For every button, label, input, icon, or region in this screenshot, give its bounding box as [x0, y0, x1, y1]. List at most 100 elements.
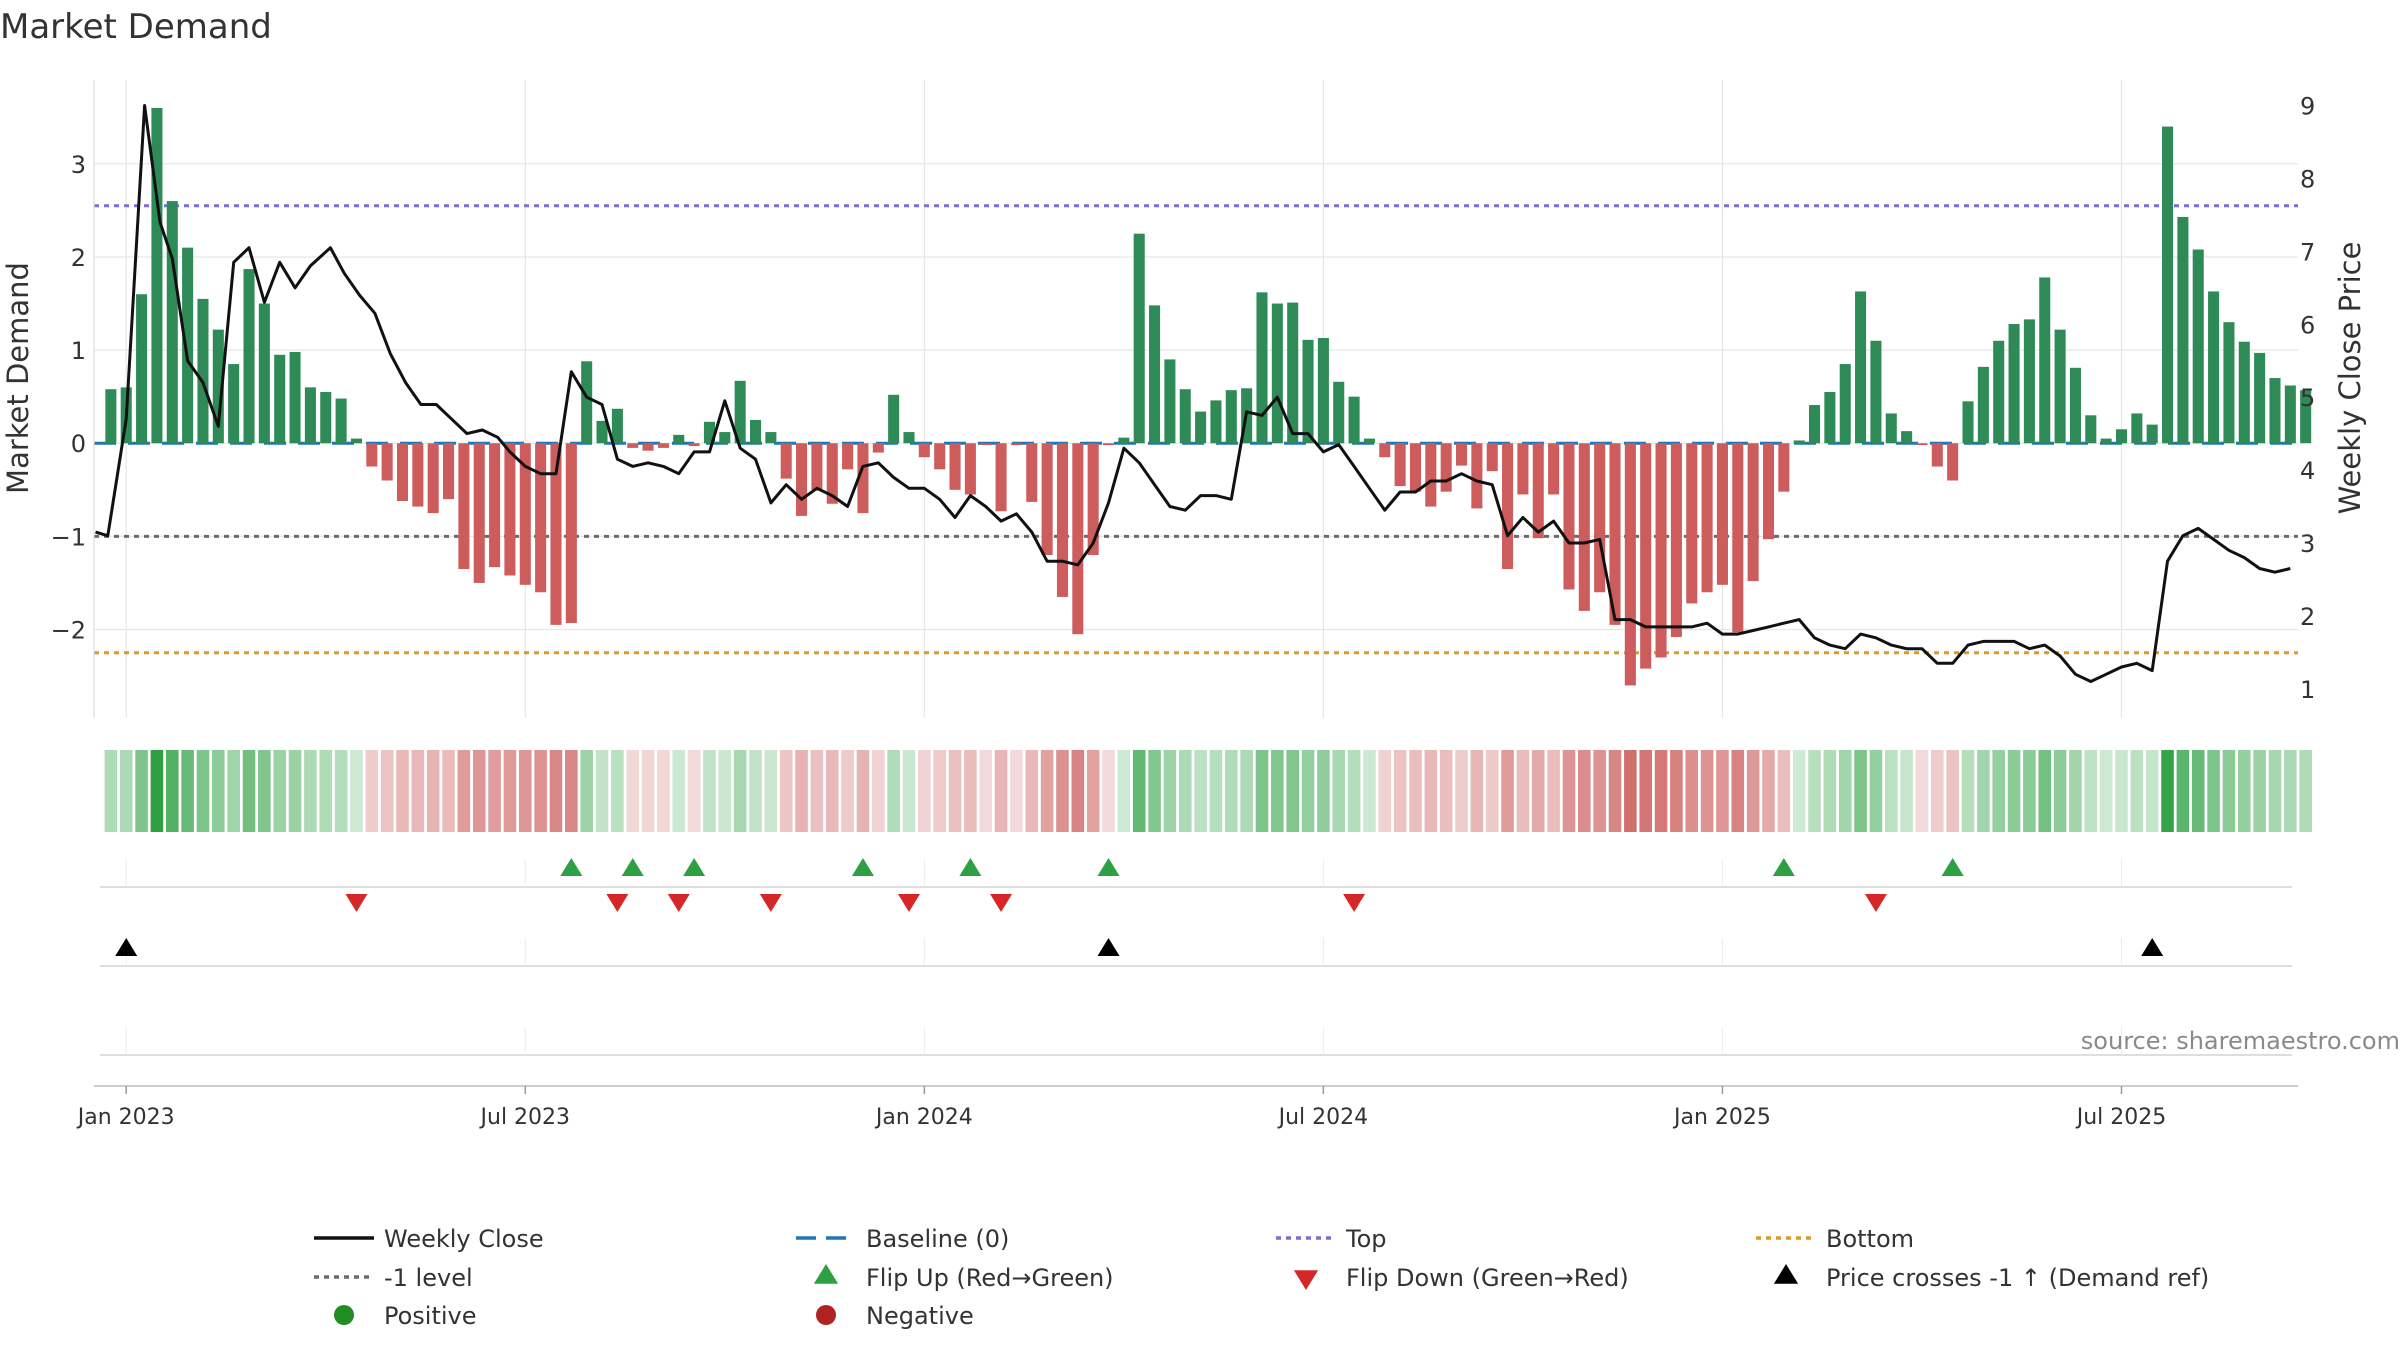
demand-strip-cell-52 [902, 750, 916, 832]
demand-strip-cell-25 [488, 750, 501, 832]
demand-bar-77 [1287, 302, 1299, 444]
flip-up-marker-5 [1097, 858, 1120, 876]
demand-bar-143 [2300, 390, 2312, 444]
demand-strip-cell-90 [1485, 750, 1499, 832]
demand-bar-88 [1455, 443, 1468, 466]
demand-bar-115 [1870, 340, 1882, 444]
event-markers [100, 858, 2292, 1056]
demand-bar-49 [857, 443, 869, 514]
demand-strip-cell-65 [1102, 750, 1115, 832]
demand-bar-120 [1947, 443, 1959, 481]
demand-strip-cell-118 [1915, 750, 1929, 832]
demand-bar-11 [274, 354, 286, 444]
demand-strip-cell-114 [1854, 750, 1867, 832]
flip-down-marker-7 [1864, 894, 1887, 912]
price-cross-marker-1 [1097, 938, 1120, 956]
demand-strip-cell-0 [104, 750, 118, 832]
demand-strip-cell-63 [1071, 750, 1085, 832]
demand-strip-cell-94 [1547, 750, 1560, 832]
demand-bar-47 [826, 443, 838, 504]
demand-bar-76 [1271, 303, 1283, 444]
demand-bar-101 [1655, 443, 1667, 658]
y-tick-label-right-3: 6 [2300, 311, 2315, 339]
demand-strip-cell-12 [288, 750, 302, 832]
demand-bar-98 [1609, 443, 1621, 625]
demand-strip-cell-35 [641, 750, 655, 832]
demand-bar-2 [136, 294, 148, 444]
demand-strip-cell-77 [1286, 750, 1299, 832]
demand-bar-27 [519, 443, 531, 585]
demand-strip-cell-95 [1562, 750, 1576, 832]
demand-bar-125 [2023, 319, 2035, 444]
weekly-close-line [95, 104, 2291, 683]
demand-strip-cell-93 [1531, 750, 1545, 832]
x-tick-label-5: Jul 2025 [2075, 1105, 2167, 1130]
demand-bar-123 [1993, 340, 2005, 444]
demand-strip-cell-7 [212, 750, 225, 832]
demand-bar-86 [1425, 443, 1437, 507]
demand-strip-cell-27 [518, 750, 532, 832]
demand-bar-131 [2115, 429, 2128, 444]
legend-label-0: Weekly Close [384, 1225, 544, 1253]
flip-up-marker-0 [560, 858, 583, 876]
demand-bar-68 [1149, 305, 1161, 444]
demand-bar-24 [473, 443, 485, 583]
demand-bar-4 [166, 201, 178, 444]
demand-strip-cell-143 [2299, 750, 2312, 832]
demand-bar-66 [1118, 437, 1130, 444]
demand-strip-cell-21 [426, 750, 440, 832]
demand-bar-124 [2008, 324, 2020, 444]
demand-bar-9 [243, 269, 255, 444]
demand-strip-cell-134 [2161, 750, 2174, 832]
demand-bar-97 [1594, 443, 1606, 593]
demand-bar-18 [381, 443, 393, 481]
y-tick-label-right-8: 1 [2300, 676, 2315, 704]
demand-bar-132 [2131, 413, 2143, 444]
demand-bar-83 [1379, 443, 1391, 458]
demand-bar-130 [2100, 438, 2112, 444]
flip-up-marker-1 [621, 858, 644, 876]
demand-strip-cell-108 [1762, 750, 1775, 832]
demand-bar-135 [2177, 216, 2189, 444]
demand-strip-cell-132 [2130, 750, 2144, 832]
flip-down-marker-5 [990, 894, 1013, 912]
demand-strip-cell-74 [1240, 750, 1253, 832]
demand-strip-cell-91 [1501, 750, 1514, 832]
demand-strip-cell-73 [1225, 750, 1238, 832]
source-note: source: sharemaestro.com [2081, 1027, 2400, 1055]
demand-strip-cell-72 [1209, 750, 1223, 832]
x-axis: Jan 2023 Jul 2023 Jan 2024 Jul 2024 Jan 2025… [76, 1085, 2298, 1130]
demand-strip-cell-126 [2038, 750, 2052, 832]
legend: Weekly Close Baseline (0) Top Bottom -1 leve… [314, 1225, 2209, 1330]
demand-strip-cell-106 [1731, 750, 1745, 832]
demand-bar-15 [335, 398, 347, 444]
demand-bar-122 [1977, 366, 1989, 444]
demand-strip-cell-137 [2207, 750, 2220, 832]
demand-bar-46 [811, 443, 823, 490]
demand-strip-cell-10 [258, 750, 271, 832]
demand-strip-cell-13 [304, 750, 317, 832]
demand-strip-cell-120 [1946, 750, 1959, 832]
demand-bar-137 [2208, 291, 2220, 444]
x-tick-label-0: Jan 2023 [76, 1105, 175, 1130]
demand-bar-44 [780, 443, 792, 479]
flip-down-marker-3 [759, 894, 782, 912]
demand-strip-cell-139 [2237, 750, 2251, 832]
demand-strip-cell-61 [1040, 750, 1054, 832]
demand-bar-67 [1133, 233, 1145, 444]
demand-strip-cell-128 [2069, 750, 2082, 832]
demand-bar-21 [427, 443, 439, 514]
flip-down-marker-0 [345, 894, 368, 912]
demand-strip-cell-2 [135, 750, 148, 832]
demand-bar-104 [1701, 443, 1713, 593]
demand-bar-36 [657, 443, 669, 448]
demand-strip-cell-141 [2268, 750, 2282, 832]
legend-label-2: Top [1345, 1225, 1387, 1253]
legend-marker-5 [813, 1264, 839, 1284]
demand-strip-cell-75 [1255, 750, 1269, 832]
demand-bar-112 [1824, 392, 1836, 444]
demand-strip-cell-121 [1961, 750, 1975, 832]
y-tick-label-left-1: 2 [71, 244, 86, 272]
demand-strip-cell-88 [1455, 750, 1468, 832]
demand-strip-cell-31 [580, 750, 593, 832]
